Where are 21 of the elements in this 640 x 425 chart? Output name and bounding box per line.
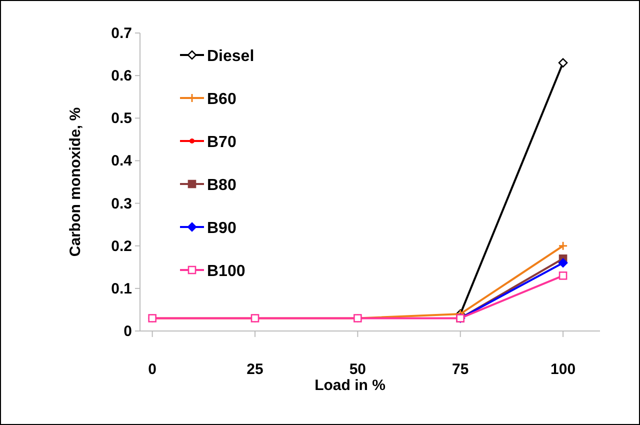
legend-label: B60 [207,91,236,108]
legend-label: B100 [207,263,246,280]
legend-label: B80 [207,177,236,194]
y-tick-label: 0.6 [111,68,132,85]
x-tick-label: 75 [452,361,469,378]
x-axis-title: Load in % [314,377,386,394]
y-tick-label: 0 [124,323,132,340]
x-tick-label: 100 [550,361,576,378]
legend-label: Diesel [207,48,254,65]
x-tick-label: 25 [246,361,264,378]
legend-label: B90 [207,220,236,237]
legend-label: B70 [207,134,236,151]
y-tick-label: 0.3 [111,195,132,212]
y-tick-label: 0.1 [111,280,132,298]
x-tick-label: 0 [148,361,156,378]
y-tick-label: 0.5 [111,110,132,128]
y-tick-label: 0.2 [111,238,132,255]
x-tick-label: 50 [349,361,366,378]
y-axis-title: Carbon monoxide, % [67,107,84,257]
y-tick-label: 0.7 [111,25,132,42]
y-tick-label: 0.4 [111,152,133,170]
